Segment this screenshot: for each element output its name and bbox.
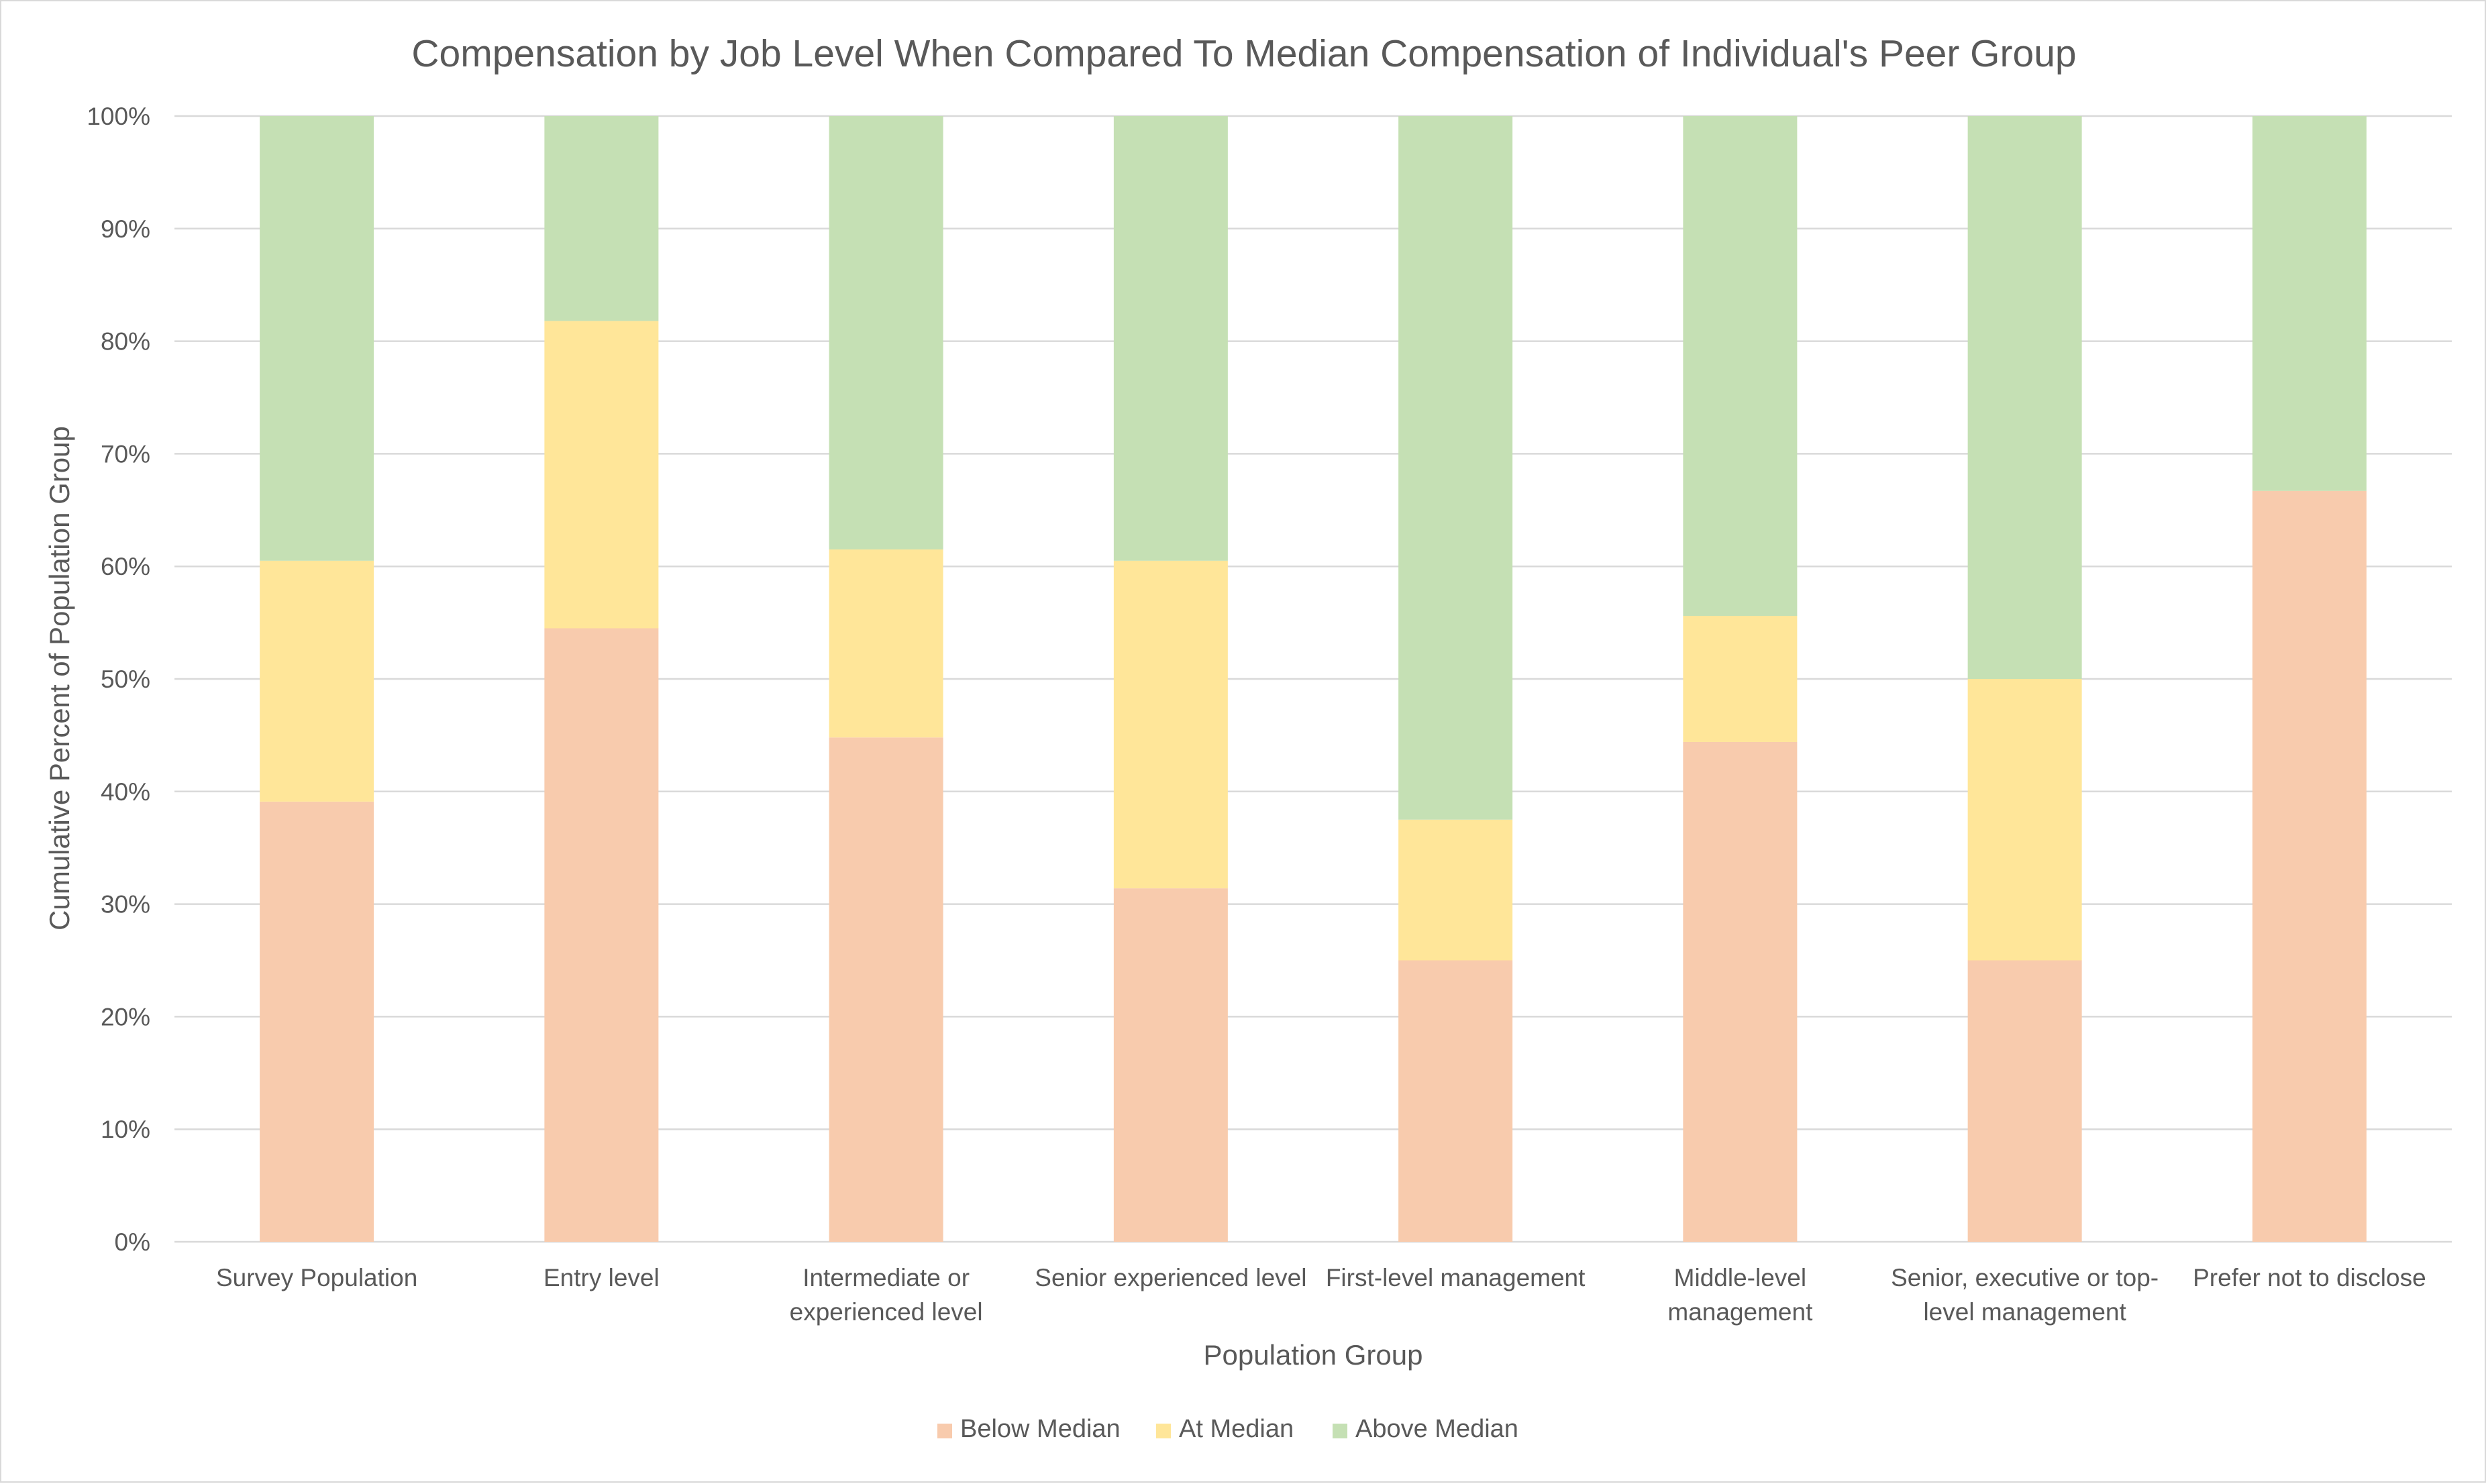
bar-segment xyxy=(260,801,374,1242)
bar-segment xyxy=(1967,116,2082,679)
x-tick-label: Survey Population xyxy=(216,1264,417,1291)
legend-label: Below Median xyxy=(960,1415,1121,1443)
x-tick-label: Senior experienced level xyxy=(1035,1264,1306,1291)
bar-segment xyxy=(1398,819,1513,961)
bar-segment xyxy=(1113,560,1228,889)
y-axis-ticks: 0% 10% 20% 30% 40% 50% 60% 70% 80% 90% 100% xyxy=(87,103,150,1256)
bar-segment xyxy=(1398,116,1513,820)
x-tick-label: Entry level xyxy=(543,1264,660,1291)
bar-segment xyxy=(260,116,374,561)
y-tick-label: 70% xyxy=(101,440,150,468)
bar-segment xyxy=(544,321,659,629)
bar-segment xyxy=(1113,888,1228,1242)
gridlines xyxy=(174,115,2452,1243)
bar-segment xyxy=(1398,960,1513,1242)
y-tick-label: 60% xyxy=(101,553,150,580)
x-tick-label: Senior, executive or top-level managemen… xyxy=(1891,1264,2159,1326)
y-tick-label: 10% xyxy=(101,1116,150,1143)
x-axis-ticks: Survey Population Entry level Intermediate… xyxy=(216,1264,2426,1326)
bar-segment xyxy=(2252,490,2367,1242)
bar-segment xyxy=(829,737,943,1242)
bar-segment xyxy=(1967,960,2082,1242)
bar-segment xyxy=(260,560,374,802)
x-tick-label: First-level management xyxy=(1326,1264,1586,1291)
legend-swatch xyxy=(937,1424,952,1438)
legend-swatch xyxy=(1333,1424,1347,1438)
x-tick-label: Prefer not to disclose xyxy=(2193,1264,2426,1291)
bars xyxy=(260,116,2367,1242)
bar-segment xyxy=(2252,116,2367,491)
legend-swatch xyxy=(1156,1424,1171,1438)
bar-segment xyxy=(1683,616,1798,742)
bar-segment xyxy=(829,549,943,738)
legend: Below Median At Median Above Median xyxy=(937,1415,1518,1443)
bar-segment xyxy=(1113,116,1228,561)
bar-segment xyxy=(829,116,943,550)
y-tick-label: 30% xyxy=(101,891,150,918)
bar-segment xyxy=(1683,741,1798,1242)
legend-label: At Median xyxy=(1179,1415,1294,1443)
legend-label: Above Median xyxy=(1355,1415,1518,1443)
bar-segment xyxy=(544,628,659,1242)
x-tick-label: Middle-level management xyxy=(1667,1264,1813,1326)
y-tick-label: 0% xyxy=(115,1228,150,1256)
x-tick-label: Intermediate or experienced level xyxy=(790,1264,983,1326)
bar-segment xyxy=(544,116,659,321)
y-tick-label: 90% xyxy=(101,215,150,243)
chart-title: Compensation by Job Level When Compared … xyxy=(411,32,2076,75)
bar-segment xyxy=(1967,679,2082,961)
y-tick-label: 20% xyxy=(101,1003,150,1030)
x-axis-title: Population Group xyxy=(1204,1339,1423,1371)
y-tick-label: 100% xyxy=(87,103,150,130)
y-tick-label: 50% xyxy=(101,666,150,693)
y-axis-title: Cumulative Percent of Population Group xyxy=(44,426,75,931)
y-tick-label: 40% xyxy=(101,778,150,806)
y-tick-label: 80% xyxy=(101,328,150,356)
bar-segment xyxy=(1683,116,1798,617)
